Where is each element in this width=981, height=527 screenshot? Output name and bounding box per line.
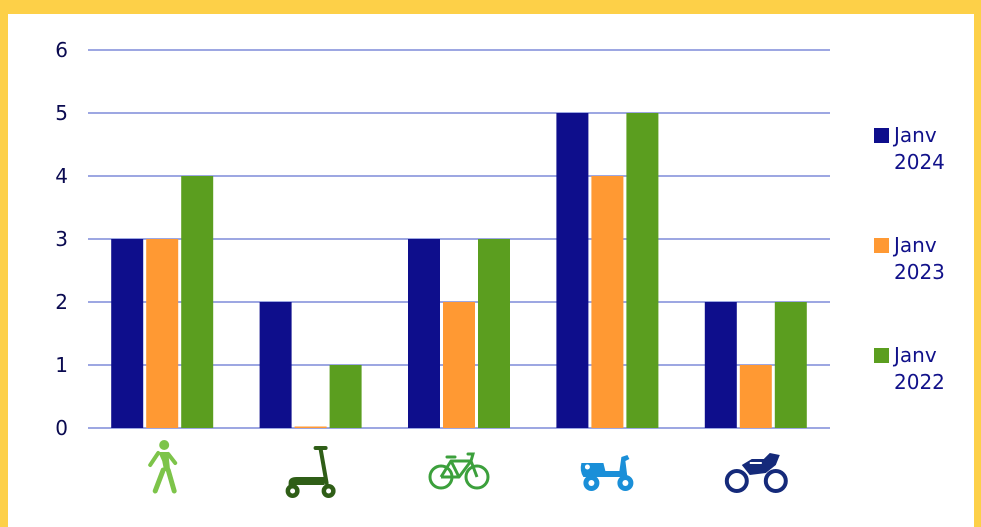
bar-kick-scooter-icon-janv-2022 [329, 365, 362, 428]
bar-walking-person-icon-janv-2022 [181, 176, 214, 428]
y-tick-label: 6 [55, 38, 68, 62]
y-tick-label: 5 [55, 101, 68, 125]
chart-panel: 0 1 2 3 4 5 6 Janv 2024 Janv 2023 Janv 2022 [8, 14, 974, 527]
bar-walking-person-icon-janv-2024 [111, 239, 144, 428]
legend-swatch-2024 [874, 128, 889, 143]
y-tick-label: 0 [55, 416, 68, 440]
bar-chart: 0 1 2 3 4 5 6 [55, 38, 830, 498]
bar-motor-scooter-icon-janv-2022 [626, 113, 659, 428]
legend-label-2024-line2: 2024 [894, 150, 945, 174]
bar-bicycle-icon-janv-2024 [408, 239, 440, 428]
bar-bicycle-icon-janv-2022 [478, 239, 510, 428]
legend-swatch-2022 [874, 348, 889, 363]
bar-motorcycle-icon-janv-2023 [739, 365, 772, 428]
bar-motorcycle-icon-janv-2024 [704, 302, 737, 428]
bar-kick-scooter-icon-janv-2023 [294, 426, 327, 428]
y-tick-label: 2 [55, 290, 68, 314]
bar-kick-scooter-icon-janv-2024 [259, 302, 292, 428]
legend-label-2024-line1: Janv [894, 123, 937, 147]
bar-bicycle-icon-janv-2023 [443, 302, 475, 428]
legend: Janv 2024 Janv 2023 Janv 2022 [871, 122, 971, 452]
y-tick-label: 4 [55, 164, 68, 188]
legend-item-2024: Janv 2024 [871, 122, 971, 232]
legend-label-2023-line1: Janv [894, 233, 937, 257]
legend-label-2022-line2: 2022 [894, 370, 945, 394]
y-tick-label: 3 [55, 227, 68, 251]
bar-walking-person-icon-janv-2023 [146, 239, 179, 428]
legend-item-2022: Janv 2022 [871, 342, 971, 452]
motorcycle-icon [724, 453, 788, 493]
walking-person-icon [148, 440, 178, 494]
kick-scooter-icon [285, 446, 336, 498]
bicycle-icon [428, 452, 490, 490]
motor-scooter-icon [580, 455, 634, 491]
bar-motor-scooter-icon-janv-2023 [591, 176, 624, 428]
bar-motor-scooter-icon-janv-2024 [556, 113, 589, 428]
legend-item-2023: Janv 2023 [871, 232, 971, 342]
legend-swatch-2023 [874, 238, 889, 253]
bar-motorcycle-icon-janv-2022 [774, 302, 807, 428]
legend-label-2023-line2: 2023 [894, 260, 945, 284]
y-tick-label: 1 [55, 353, 68, 377]
legend-label-2022-line1: Janv [894, 343, 937, 367]
